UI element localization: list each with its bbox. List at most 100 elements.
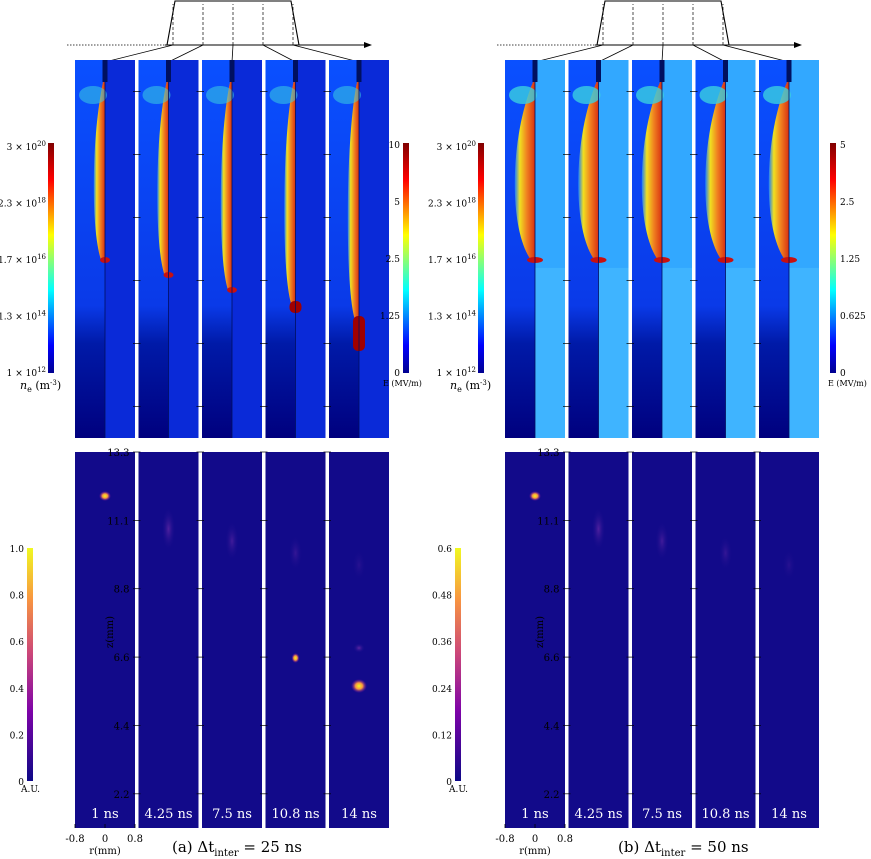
field-tick-label: 2.5: [386, 255, 401, 265]
field-tick-label: 0: [394, 369, 400, 379]
discharge-cloud: [572, 86, 601, 104]
r-tick-label: 0.8: [557, 834, 573, 845]
field-tick-label: 5: [840, 141, 846, 151]
ne-tick-label: 1 × 1012: [437, 366, 476, 379]
z-axis: 13.3 11.1 8.8 6.6 4.4 2.2 z(mm): [535, 91, 761, 801]
emission-tick-label: 0.8: [10, 592, 25, 602]
z-axis-label: z(mm): [535, 616, 546, 648]
ne-tick-label: 3 × 1020: [437, 140, 476, 153]
discharge-cloud: [269, 86, 298, 104]
field-map: [359, 60, 389, 438]
marker-connector: [168, 44, 204, 63]
voltage-pulse: [596, 0, 730, 46]
r-tick-label: 0: [102, 834, 108, 845]
emission-map: [505, 452, 565, 828]
emission-frame: 7.5 ns: [202, 452, 262, 828]
emission-tick-label: 0.36: [432, 638, 452, 648]
field-colorbar-label: E (MV/m): [828, 379, 867, 388]
time-axis-arrow: [364, 42, 372, 48]
z-tick-label: 2.2: [544, 790, 560, 801]
ne-colorbar: 3 × 1020 2.3 × 1018 1.7 × 1016 1.3 × 1014 1 …: [0, 140, 61, 394]
ne-colorbar: 3 × 1020 2.3 × 1018 1.7 × 1016 1.3 × 1014 1 …: [428, 140, 491, 394]
marker-connector: [598, 44, 634, 63]
r-axis-label: r(mm): [519, 846, 551, 857]
ne-tick-label: 1.7 × 1016: [0, 253, 47, 266]
field-map-upper: [598, 60, 629, 268]
z-tick-label: 11.1: [107, 516, 129, 527]
marker-connector: [692, 44, 726, 63]
field-map-upper: [789, 60, 819, 268]
streamer-channel: [157, 82, 169, 275]
z-tick-label: 2.2: [114, 790, 130, 801]
field-map: [232, 60, 262, 438]
density-field-frame: [695, 60, 756, 438]
discharge-cloud: [333, 86, 361, 104]
field-tick-label: 1.25: [380, 312, 400, 322]
streamer-channel: [641, 82, 662, 260]
field-map-upper: [535, 60, 565, 268]
emission-colorbar-label: A.U.: [20, 785, 40, 795]
z-tick-label: 13.3: [107, 448, 129, 459]
discharge-cloud: [636, 86, 664, 104]
ne-tick-label: 3 × 1020: [7, 140, 46, 153]
emission-map: [329, 452, 389, 828]
r-tick-label: -0.8: [495, 834, 514, 845]
field-colorbar: 10 5 2.5 1.25 0E (MV/m): [380, 141, 422, 388]
streamer-channel: [284, 82, 296, 305]
ne-colorbar-scale: [478, 143, 484, 373]
marker-connector: [534, 44, 604, 63]
density-field-frame: [759, 60, 819, 438]
z-tick-label: 6.6: [114, 653, 130, 664]
emission-map: [695, 452, 756, 828]
z-axis: 13.3 11.1 8.8 6.6 4.4 2.2 z(mm): [105, 91, 331, 801]
panel-a: 1 ns 4.25 ns 7.5 ns 10.8 ns 14 ns 13.3 11.1 8.8…: [0, 0, 422, 857]
ne-colorbar-scale: [48, 143, 54, 373]
emission-spot-secondary: [351, 679, 367, 693]
emission-map: [632, 452, 692, 828]
emission-tick-label: 0: [18, 778, 24, 788]
time-label: 4.25 ns: [144, 807, 192, 822]
field-map-upper: [725, 60, 756, 268]
ne-colorbar-label: ne (m-3): [450, 379, 491, 394]
ne-tick-label: 2.3 × 1018: [0, 197, 46, 210]
streamer-channel: [93, 82, 105, 260]
time-label: 7.5 ns: [212, 807, 252, 822]
emission-map: [202, 452, 262, 828]
emission-afterglow: [782, 549, 796, 581]
density-field-frame: [265, 60, 326, 438]
r-tick-label: 0.8: [127, 834, 143, 845]
emission-frame: 4.25 ns: [138, 452, 199, 828]
marker-connector: [104, 44, 174, 63]
emission-frame: 14 ns: [759, 452, 819, 828]
time-label: 1 ns: [91, 807, 118, 822]
emission-tick-label: 0.4: [10, 685, 25, 695]
z-tick-label: 4.4: [114, 721, 130, 732]
r-tick-label: 0: [532, 834, 538, 845]
r-axis: -0.8 0 0.8 r(mm): [65, 824, 143, 857]
field-tick-label: 1.25: [840, 255, 860, 265]
ne-colorbar-label: ne (m-3): [20, 379, 61, 394]
emission-tick-label: 0.6: [438, 545, 453, 555]
ne-tick-label: 2.3 × 1018: [428, 197, 476, 210]
emission-map: [759, 452, 819, 828]
emission-afterglow: [591, 507, 606, 551]
discharge-cloud: [699, 86, 728, 104]
field-map-upper: [662, 60, 692, 268]
emission-colorbar-scale: [27, 548, 33, 781]
z-axis-label: z(mm): [105, 616, 116, 648]
field-colorbar-scale: [403, 143, 409, 373]
z-tick-label: 11.1: [537, 516, 559, 527]
emission-afterglow: [655, 521, 669, 561]
ne-tick-label: 1 × 1012: [7, 366, 46, 379]
emission-colorbar: 1.0 0.8 0.6 0.4 0.2 0A.U.: [10, 545, 40, 795]
marker-connector: [722, 44, 790, 63]
time-label: 4.25 ns: [574, 807, 622, 822]
time-label: 7.5 ns: [642, 807, 682, 822]
emission-map: [265, 452, 326, 828]
field-map: [295, 60, 326, 438]
marker-connector: [292, 44, 360, 63]
z-tick-label: 8.8: [114, 585, 130, 596]
emission-tick-label: 0.2: [10, 731, 24, 741]
caption-b: (b) Δtinter = 50 ns: [618, 838, 749, 859]
emission-afterglow: [352, 549, 366, 581]
